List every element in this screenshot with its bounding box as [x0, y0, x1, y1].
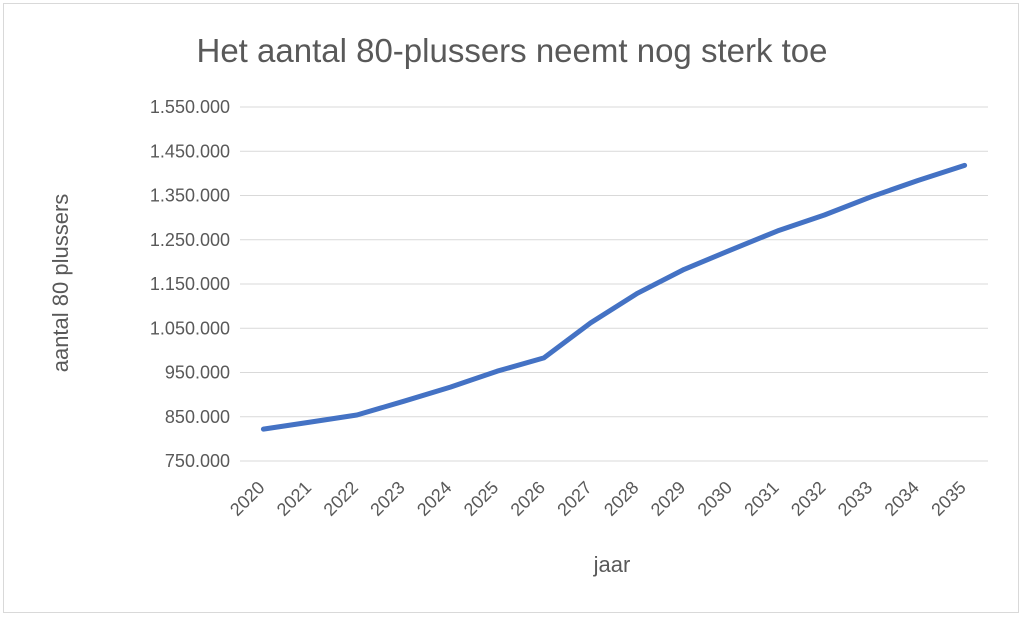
y-tick-label: 1.250.000 — [150, 230, 230, 250]
x-tick-label: 2029 — [647, 477, 689, 519]
gridlines — [240, 106, 988, 462]
y-tick-label: 1.550.000 — [150, 97, 230, 117]
x-tick-label: 2024 — [413, 477, 455, 519]
y-tick-label: 1.350.000 — [150, 186, 230, 206]
x-tick-label: 2020 — [226, 477, 268, 519]
x-tick-label: 2027 — [553, 477, 595, 519]
x-tick-label: 2025 — [460, 477, 502, 519]
series-line — [260, 162, 968, 432]
y-axis-label: aantal 80 plussers — [48, 194, 73, 373]
x-tick-label: 2030 — [694, 477, 736, 519]
y-tick-label: 850.000 — [165, 407, 230, 427]
y-axis-ticks: 750.000 850.000 950.000 1.050.000 1.150.000 1… — [150, 97, 230, 471]
chart-title: Het aantal 80-plussers neemt nog sterk t… — [196, 32, 827, 69]
y-tick-label: 750.000 — [165, 451, 230, 471]
x-tick-label: 2034 — [881, 477, 923, 519]
y-tick-label: 950.000 — [165, 363, 230, 383]
x-tick-label: 2033 — [834, 477, 876, 519]
y-tick-label: 1.050.000 — [150, 318, 230, 338]
series-group — [260, 162, 968, 432]
x-tick-label: 2035 — [927, 477, 969, 519]
x-tick-label: 2028 — [600, 477, 642, 519]
x-tick-label: 2031 — [740, 477, 782, 519]
x-tick-label: 2021 — [273, 477, 315, 519]
x-tick-label: 2026 — [507, 477, 549, 519]
x-axis-ticks: 2020 2021 2022 2023 2024 2025 2026 2027 2028 2029… — [226, 477, 970, 519]
x-tick-label: 2032 — [787, 477, 829, 519]
x-axis-label: jaar — [593, 552, 631, 577]
y-tick-label: 1.150.000 — [150, 274, 230, 294]
x-tick-label: 2023 — [366, 477, 408, 519]
y-tick-label: 1.450.000 — [150, 141, 230, 161]
x-tick-label: 2022 — [320, 477, 362, 519]
chart-frame — [3, 3, 1019, 613]
